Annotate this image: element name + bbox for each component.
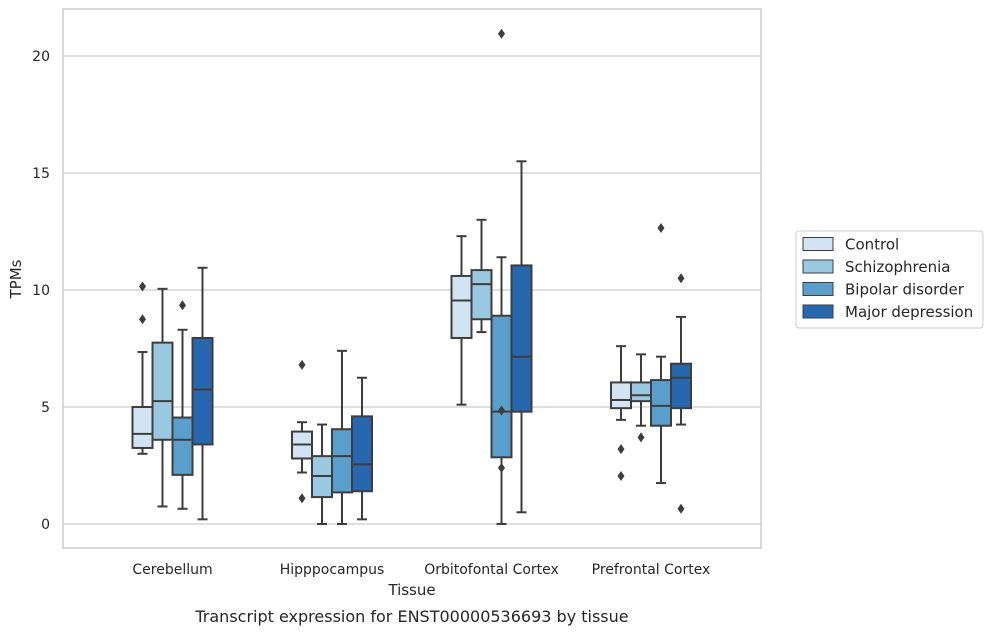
x-axis-ticks: Cerebellum Hipppocampus Orbitofontal Corte… bbox=[132, 562, 710, 578]
legend-label: Schizophrenia bbox=[845, 258, 950, 276]
box-group bbox=[510, 160, 533, 514]
outlier-point bbox=[498, 28, 505, 39]
box-group bbox=[470, 218, 493, 334]
outlier-point bbox=[298, 359, 306, 370]
box-body bbox=[131, 406, 154, 449]
box-body bbox=[510, 264, 533, 413]
box-body bbox=[351, 415, 373, 493]
box-group bbox=[311, 423, 333, 525]
y-tick-label: 10 bbox=[32, 283, 50, 299]
box-group bbox=[331, 349, 353, 525]
box-group bbox=[291, 359, 313, 504]
box-group bbox=[450, 235, 473, 406]
outlier-point bbox=[179, 300, 186, 311]
box-body bbox=[450, 274, 473, 339]
box-body bbox=[171, 416, 194, 476]
x-tick-label: Orbitofontal Cortex bbox=[424, 562, 559, 578]
box-group bbox=[171, 300, 194, 510]
x-tick-label: Hipppocampus bbox=[280, 562, 385, 578]
legend-swatch bbox=[802, 237, 834, 251]
y-axis-ticks: 0 5 10 15 20 bbox=[32, 49, 50, 533]
box-body bbox=[470, 269, 493, 321]
legend-frame bbox=[795, 230, 984, 329]
box-body bbox=[151, 341, 174, 441]
outlier-point bbox=[139, 281, 146, 292]
legend-swatch bbox=[802, 304, 834, 319]
box-group bbox=[351, 376, 373, 521]
y-tick-label: 20 bbox=[32, 49, 50, 65]
gridlines bbox=[63, 55, 761, 525]
legend-swatch bbox=[802, 282, 834, 296]
x-tick-label: Prefrontal Cortex bbox=[592, 562, 711, 578]
y-tick-label: 5 bbox=[41, 400, 50, 416]
box-body bbox=[331, 428, 353, 494]
box-group bbox=[191, 266, 214, 521]
box-group bbox=[131, 281, 154, 455]
box-group bbox=[151, 287, 174, 508]
box-group bbox=[610, 345, 632, 482]
box-body bbox=[610, 381, 632, 410]
box-body bbox=[490, 314, 513, 459]
outlier-point bbox=[617, 444, 625, 455]
box-plot-area bbox=[131, 28, 692, 525]
box-body bbox=[191, 336, 214, 446]
chart-caption: Transcript expression for ENST0000053669… bbox=[194, 607, 628, 626]
legend-label: Major depression bbox=[845, 303, 973, 321]
legend: Control Schizophrenia Bipolar disorder Majo… bbox=[795, 230, 984, 329]
plot-frame bbox=[62, 8, 762, 549]
y-tick-label: 15 bbox=[32, 166, 50, 182]
y-tick-label: 0 bbox=[41, 517, 50, 533]
box-group bbox=[490, 28, 513, 525]
box-group bbox=[630, 353, 652, 443]
box-body bbox=[650, 379, 672, 427]
outlier-point bbox=[637, 432, 645, 443]
legend-swatch bbox=[802, 259, 834, 274]
outlier-point bbox=[677, 503, 685, 514]
box-group bbox=[670, 273, 692, 514]
x-tick-label: Cerebellum bbox=[132, 562, 212, 578]
box-body bbox=[670, 362, 692, 410]
outlier-point bbox=[677, 273, 685, 284]
outlier-point bbox=[498, 405, 505, 416]
outlier-point bbox=[617, 471, 625, 482]
box-body bbox=[630, 381, 652, 403]
outlier-point bbox=[139, 314, 146, 325]
legend-label: Bipolar disorder bbox=[845, 281, 965, 299]
outlier-point bbox=[498, 462, 505, 473]
legend-label: Control bbox=[845, 236, 899, 254]
y-axis-label: TPMs bbox=[7, 259, 25, 299]
x-axis-label: Tissue bbox=[387, 581, 435, 599]
outlier-point bbox=[298, 493, 306, 504]
box-group bbox=[650, 222, 672, 485]
outlier-point bbox=[657, 222, 665, 233]
